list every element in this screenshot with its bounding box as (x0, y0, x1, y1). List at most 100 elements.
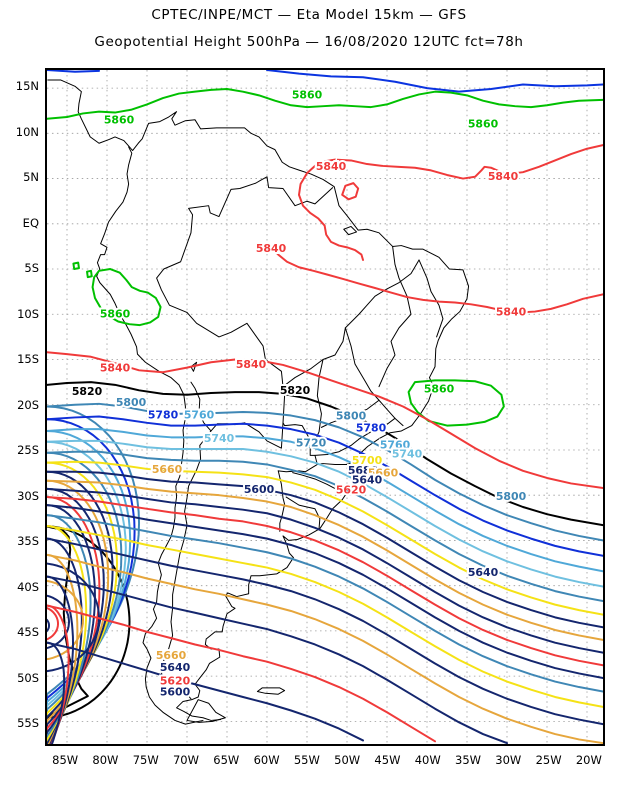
contour-label-5840: 5840 (100, 362, 131, 375)
y-tick-15S: 15S (17, 352, 39, 367)
contour-label-halo: 5800 (116, 396, 147, 409)
x-tick-65W: 65W (213, 753, 240, 767)
y-tick-EQ: EQ (22, 215, 39, 230)
contour-label-5740: 5740 (392, 447, 423, 460)
x-tick-35W: 35W (455, 753, 482, 767)
x-tick-40W: 40W (414, 753, 441, 767)
x-tick-45W: 45W (374, 753, 401, 767)
x-tick-55W: 55W (293, 753, 320, 767)
contour-label-halo: 5660 (152, 463, 183, 476)
contour-label-5860: 5860 (292, 88, 323, 101)
contour-label-5620: 5620 (160, 675, 191, 688)
contour-label-halo: 5800 (496, 490, 527, 503)
contour-label-5640: 5640 (160, 661, 191, 674)
contour-label-5600: 5600 (244, 483, 275, 496)
contour-label-halo: 5600 (244, 483, 275, 496)
contour-label-halo: 5800 (336, 409, 367, 422)
coastlines (47, 79, 470, 725)
contour-label-5860: 5860 (100, 307, 131, 320)
x-tick-30W: 30W (495, 753, 522, 767)
contour-label-5680: 5680 (348, 464, 379, 477)
contour-label-halo: 5700 (352, 454, 383, 467)
x-tick-50W: 50W (334, 753, 361, 767)
contour-label-halo: 5840 (488, 170, 519, 183)
contour-label-halo: 5860 (424, 382, 455, 395)
y-tick-55S: 55S (17, 716, 39, 731)
contour-label-5840: 5840 (496, 305, 527, 318)
contour-label-5860: 5860 (468, 117, 499, 130)
map-plot-area: 5860 5860 5860 5860 5860 5860 5860 5860 5860 5860… (45, 68, 605, 746)
contour-label-halo: 5820 (72, 385, 103, 398)
y-tick-5S: 5S (24, 261, 39, 276)
contour-label-halo: 5640 (352, 474, 383, 487)
x-tick-20W: 20W (575, 753, 602, 767)
contour-label-halo: 5780 (356, 421, 387, 434)
contour-label-5800: 5800 (116, 396, 147, 409)
x-tick-60W: 60W (253, 753, 280, 767)
contour-label-halo: 5840 (256, 242, 287, 255)
x-tick-80W: 80W (92, 753, 119, 767)
contour-label-5740: 5740 (204, 432, 235, 445)
contour-label-5660: 5660 (152, 463, 183, 476)
contour-label-5820: 5820 (280, 384, 311, 397)
contour-label-5660: 5660 (156, 649, 187, 662)
contour-label-halo: 5840 (236, 358, 267, 371)
contour-label-5780: 5780 (148, 409, 179, 422)
contour-label-halo: 5840 (100, 362, 131, 375)
contour-label-halo: 5640 (160, 661, 191, 674)
contour-label-halo: 5660 (368, 466, 399, 479)
contour-label-5640: 5640 (352, 474, 383, 487)
contour-label-5840: 5840 (316, 160, 347, 173)
contour-label-5660: 5660 (368, 466, 399, 479)
x-tick-70W: 70W (172, 753, 200, 767)
y-tick-35S: 35S (17, 534, 39, 549)
x-tick-25W: 25W (535, 753, 562, 767)
contour-label-5840: 5840 (488, 170, 519, 183)
y-tick-10S: 10S (17, 306, 39, 321)
y-tick-15N: 15N (15, 79, 39, 94)
chart-title-line2: Geopotential Height 500hPa — 16/08/2020 … (94, 34, 524, 50)
contour-label-5760: 5760 (184, 409, 215, 422)
x-tick-75W: 75W (132, 753, 159, 767)
y-tick-20S: 20S (17, 397, 39, 412)
x-tick-85W: 85W (52, 753, 79, 767)
y-tick-45S: 45S (17, 625, 39, 640)
contour-label-halo: 5860 (104, 114, 135, 127)
contour-label-halo: 5600 (160, 685, 191, 698)
y-tick-30S: 30S (17, 488, 39, 503)
y-tick-40S: 40S (17, 579, 39, 594)
contour-label-halo: 5680 (348, 464, 379, 477)
y-tick-10N: 10N (15, 124, 39, 139)
contour-label-5600: 5600 (160, 685, 191, 698)
contour-label-halo: 5840 (496, 305, 527, 318)
contour-label-halo: 5860 (100, 307, 131, 320)
contour-label-halo: 5740 (204, 432, 235, 445)
y-tick-25S: 25S (17, 443, 39, 458)
contour-label-5840: 5840 (236, 358, 267, 371)
contour-label-5860: 5860 (104, 114, 135, 127)
y-tick-5N: 5N (23, 170, 39, 185)
contour-label-halo: 5860 (292, 88, 323, 101)
contour-label-halo: 5760 (184, 409, 215, 422)
contour-label-5620: 5620 (336, 484, 367, 497)
contour-label-halo: 5720 (296, 437, 327, 450)
chart-title-block: CPTEC/INPE/MCT — Eta Model 15km — GFS Ge… (0, 0, 618, 50)
y-tick-50S: 50S (17, 670, 39, 685)
contour-label-halo: 5760 (380, 438, 411, 451)
contour-label-5700: 5700 (352, 454, 383, 467)
contour-label-halo: 5660 (156, 649, 187, 662)
contour-label-5820: 5820 (72, 385, 103, 398)
contour-label-5720: 5720 (296, 437, 327, 450)
contour-label-halo: 5740 (392, 447, 423, 460)
contour-label-5800: 5800 (336, 409, 367, 422)
contour-label-halo: 5620 (160, 675, 191, 688)
contour-label-5780: 5780 (356, 421, 387, 434)
contour-lines (47, 70, 603, 744)
contour-label-halo: 5640 (468, 566, 499, 579)
contour-label-5760: 5760 (380, 438, 411, 451)
contour-label-5840: 5840 (256, 242, 287, 255)
contour-label-5860: 5860 (424, 382, 455, 395)
